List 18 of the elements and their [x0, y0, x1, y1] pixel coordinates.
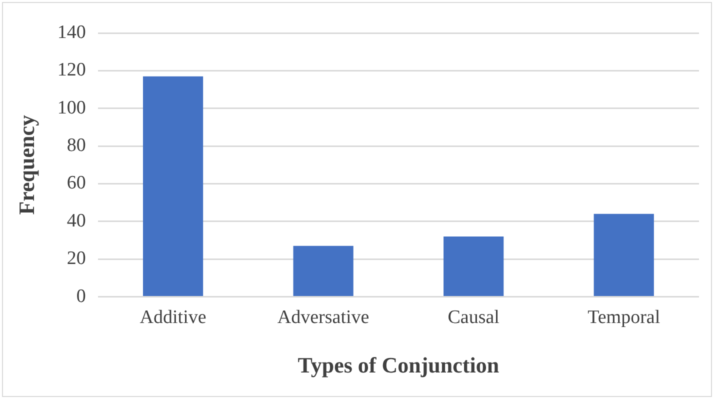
- y-tick-label: 20: [66, 248, 86, 270]
- x-tick-label: Temporal: [588, 307, 660, 328]
- y-tick-label: 140: [57, 22, 86, 43]
- y-tick-label: 120: [57, 60, 86, 81]
- y-tick-label: 80: [66, 135, 86, 156]
- bar: [293, 246, 354, 296]
- y-axis-title: Frequency: [14, 114, 39, 215]
- y-tick-label: 40: [66, 210, 86, 232]
- x-tick-label: Causal: [448, 307, 500, 328]
- x-tick-label: Adversative: [277, 307, 370, 328]
- y-tick-label: 60: [66, 172, 86, 194]
- x-axis-title: Types of Conjunction: [298, 352, 500, 378]
- x-tick-label: Additive: [140, 307, 206, 328]
- y-tick-label: 0: [76, 286, 86, 307]
- bar: [594, 214, 654, 296]
- bar: [444, 236, 504, 296]
- y-tick-label: 100: [57, 97, 86, 118]
- bar: [142, 76, 204, 296]
